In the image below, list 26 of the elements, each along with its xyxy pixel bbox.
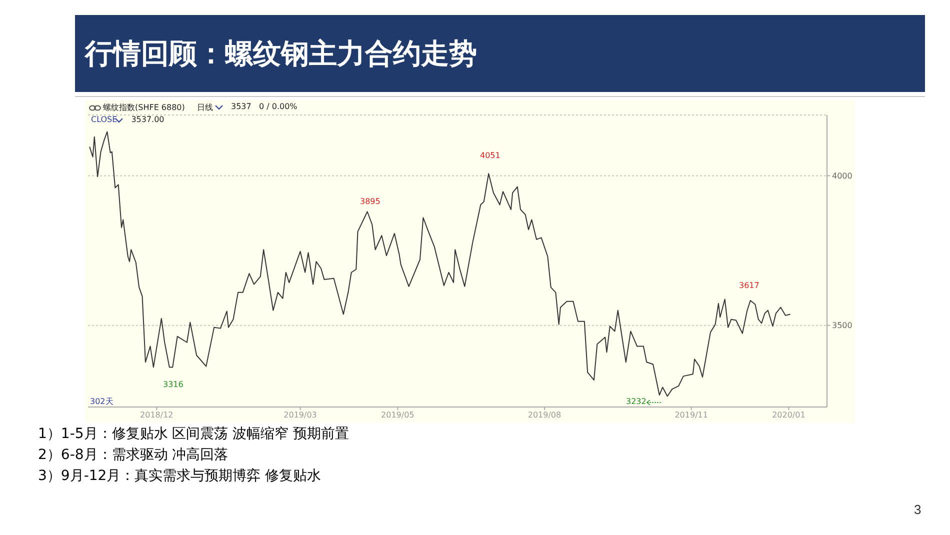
annotation: CLOSE bbox=[91, 115, 118, 124]
chart-title: 行情回顾：螺纹钢主力合约走势 bbox=[85, 36, 477, 72]
x-tick-label: 2019/08 bbox=[528, 410, 562, 420]
annotation: 3895 bbox=[360, 197, 380, 206]
text: 0 / 0.00% bbox=[259, 102, 298, 111]
line-series bbox=[89, 131, 791, 397]
annotation: 3232 bbox=[626, 397, 646, 406]
x-tick-label: 2019/05 bbox=[381, 410, 414, 420]
x-tick-label: 2019/11 bbox=[674, 410, 708, 420]
annotation: 3316 bbox=[163, 380, 184, 389]
text: 3537 bbox=[231, 102, 252, 111]
x-tick-label: 2020/01 bbox=[772, 410, 806, 420]
annotation: 3537.00 bbox=[131, 115, 164, 124]
text: 2）6-8月：需求驱动 冲高回落 bbox=[38, 446, 230, 465]
text: 3）9月-12月：真实需求与预期博弈 修复贴水 bbox=[38, 467, 322, 486]
text: 日线 bbox=[197, 102, 213, 113]
annotation: 302天 bbox=[90, 396, 114, 407]
text: 1）1-5月：修复贴水 区间震荡 波幅缩窄 预期前置 bbox=[38, 425, 350, 444]
text: 3 bbox=[914, 502, 922, 517]
x-tick-label: 2018/12 bbox=[140, 410, 174, 420]
text: 螺纹指数(SHFE 6880) bbox=[103, 102, 185, 113]
x-tick-label: 2019/03 bbox=[284, 410, 317, 420]
annotation: 3617 bbox=[739, 281, 760, 290]
annotation: 4051 bbox=[480, 151, 500, 160]
y-tick-label: 3500 bbox=[832, 321, 852, 330]
y-tick-label: 4000 bbox=[832, 172, 852, 181]
